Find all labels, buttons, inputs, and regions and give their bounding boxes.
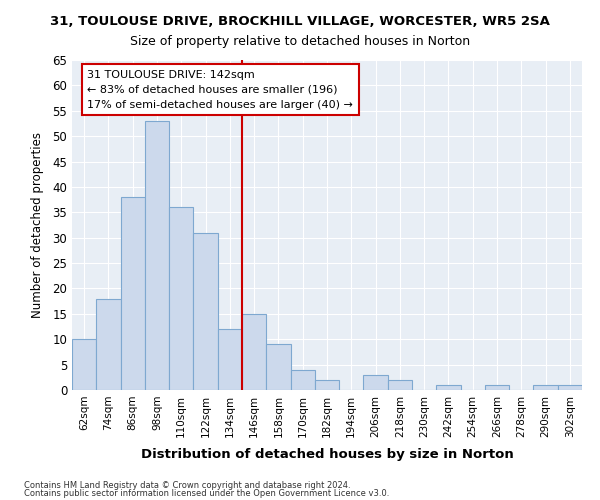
Y-axis label: Number of detached properties: Number of detached properties (31, 132, 44, 318)
Bar (364, 375, 388, 390)
Bar (218, 329, 242, 390)
Bar (169, 207, 193, 390)
Bar (315, 380, 339, 390)
Text: 31 TOULOUSE DRIVE: 142sqm
← 83% of detached houses are smaller (196)
17% of semi: 31 TOULOUSE DRIVE: 142sqm ← 83% of detac… (88, 70, 353, 110)
Text: 31, TOULOUSE DRIVE, BROCKHILL VILLAGE, WORCESTER, WR5 2SA: 31, TOULOUSE DRIVE, BROCKHILL VILLAGE, W… (50, 15, 550, 28)
Text: Contains public sector information licensed under the Open Government Licence v3: Contains public sector information licen… (24, 489, 389, 498)
Text: Size of property relative to detached houses in Norton: Size of property relative to detached ho… (130, 35, 470, 48)
Bar (558, 385, 582, 390)
Bar (242, 314, 266, 390)
Bar (485, 385, 509, 390)
X-axis label: Distribution of detached houses by size in Norton: Distribution of detached houses by size … (140, 448, 514, 461)
Bar (290, 370, 315, 390)
Bar (388, 380, 412, 390)
Bar (436, 385, 461, 390)
Bar (533, 385, 558, 390)
Bar (72, 339, 96, 390)
Bar (121, 197, 145, 390)
Bar (193, 232, 218, 390)
Bar (145, 121, 169, 390)
Bar (266, 344, 290, 390)
Text: Contains HM Land Registry data © Crown copyright and database right 2024.: Contains HM Land Registry data © Crown c… (24, 480, 350, 490)
Bar (96, 298, 121, 390)
